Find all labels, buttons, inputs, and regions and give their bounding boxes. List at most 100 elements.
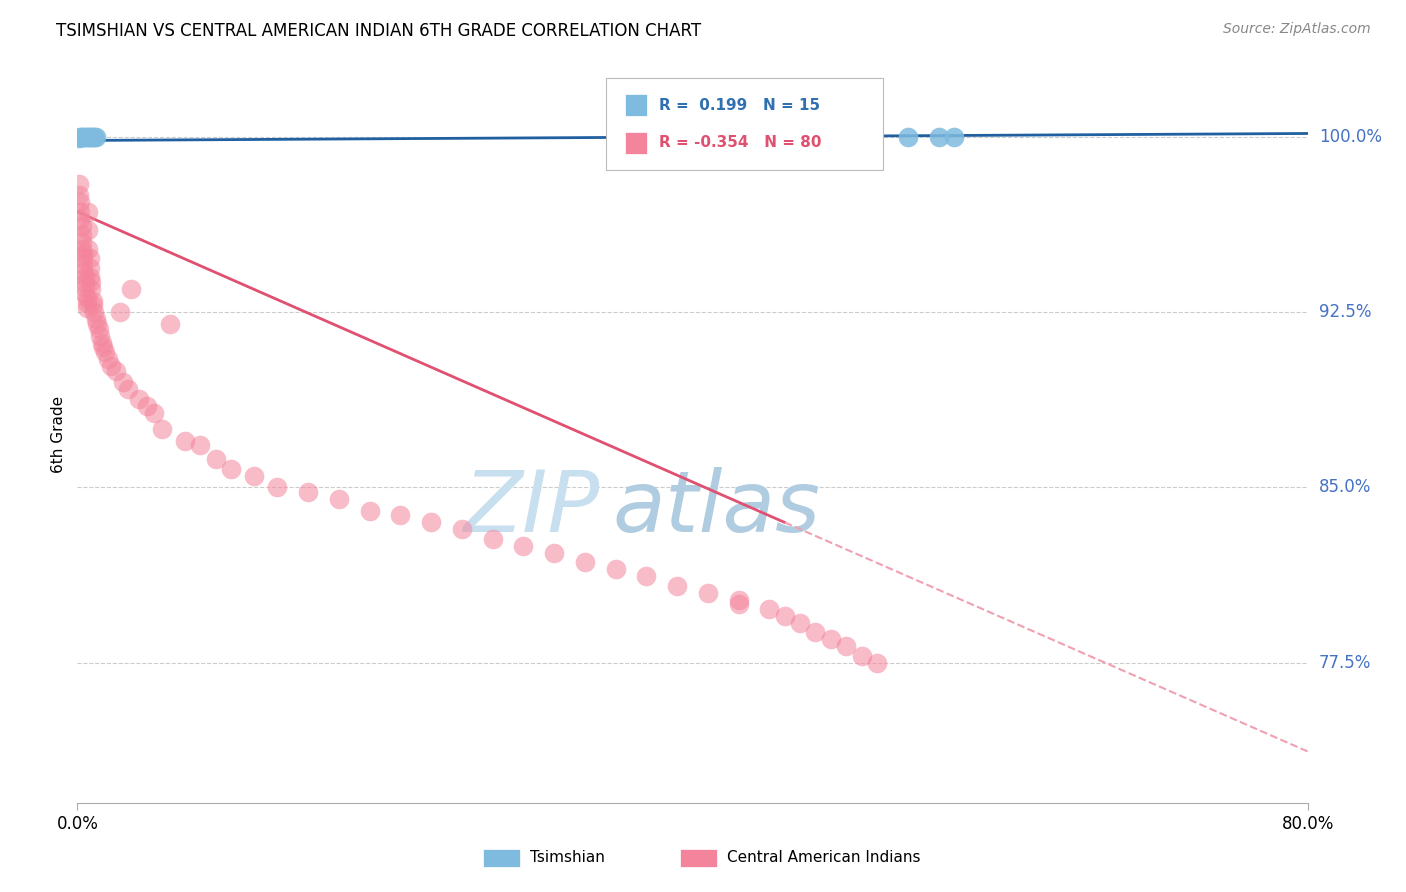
Point	[897, 130, 920, 145]
Point	[851, 648, 873, 663]
Point	[835, 640, 858, 654]
FancyBboxPatch shape	[624, 131, 647, 153]
Point	[420, 516, 443, 530]
Point	[188, 438, 212, 452]
FancyBboxPatch shape	[606, 78, 883, 170]
Point	[120, 282, 142, 296]
Point	[72, 252, 94, 266]
Point	[76, 291, 98, 305]
Point	[77, 223, 100, 237]
Point	[70, 242, 93, 256]
Point	[97, 351, 120, 366]
Point	[110, 305, 132, 319]
Point	[77, 242, 100, 256]
Point	[86, 317, 108, 331]
Point	[84, 130, 107, 145]
Point	[100, 359, 122, 373]
Point	[789, 615, 811, 630]
Point	[76, 301, 98, 315]
Point	[128, 392, 150, 406]
Y-axis label: 6th Grade: 6th Grade	[51, 396, 66, 474]
Point	[758, 602, 780, 616]
Bar	[484, 849, 520, 867]
Point	[928, 130, 950, 145]
Point	[243, 468, 266, 483]
Point	[67, 177, 90, 191]
Point	[70, 228, 93, 243]
Point	[72, 259, 94, 273]
Point	[73, 286, 96, 301]
Text: Central American Indians: Central American Indians	[727, 850, 921, 865]
Point	[90, 335, 114, 350]
Point	[605, 562, 627, 576]
Point	[204, 452, 226, 467]
Point	[866, 656, 889, 670]
Point	[543, 546, 565, 560]
Point	[820, 632, 842, 647]
Text: R =  0.199   N = 15: R = 0.199 N = 15	[659, 98, 820, 112]
Point	[636, 569, 658, 583]
Point	[79, 252, 101, 266]
Point	[82, 298, 104, 312]
Point	[359, 504, 381, 518]
Point	[82, 293, 104, 308]
Text: 77.5%: 77.5%	[1319, 654, 1371, 672]
FancyBboxPatch shape	[624, 95, 647, 116]
Point	[84, 312, 107, 326]
Point	[150, 422, 173, 436]
Point	[450, 523, 472, 537]
Point	[70, 235, 93, 249]
Point	[143, 406, 166, 420]
Point	[70, 130, 93, 145]
Point	[266, 480, 288, 494]
Text: Source: ZipAtlas.com: Source: ZipAtlas.com	[1223, 22, 1371, 37]
Point	[159, 317, 181, 331]
Point	[297, 485, 319, 500]
Point	[727, 592, 749, 607]
Point	[73, 275, 96, 289]
Point	[73, 130, 96, 145]
Point	[104, 363, 127, 377]
Point	[83, 130, 105, 145]
Text: R = -0.354   N = 80: R = -0.354 N = 80	[659, 135, 821, 150]
Point	[512, 539, 534, 553]
Point	[727, 597, 749, 611]
Text: 85.0%: 85.0%	[1319, 478, 1371, 497]
Point	[72, 130, 94, 145]
Point	[69, 204, 91, 219]
Point	[70, 219, 93, 233]
Point	[72, 247, 94, 261]
Text: ZIP: ZIP	[464, 467, 600, 550]
Point	[94, 345, 117, 359]
Point	[69, 130, 91, 145]
Point	[93, 340, 115, 354]
Point	[69, 211, 91, 226]
Point	[76, 130, 98, 145]
Text: 100.0%: 100.0%	[1319, 128, 1382, 146]
Point	[389, 508, 412, 523]
Point	[67, 188, 90, 202]
Point	[76, 296, 98, 310]
Point	[87, 321, 110, 335]
Point	[89, 328, 111, 343]
Point	[79, 270, 101, 285]
Text: Tsimshian: Tsimshian	[530, 850, 605, 865]
Point	[79, 260, 101, 275]
Point	[804, 625, 827, 640]
Point	[80, 130, 103, 145]
Point	[67, 131, 90, 145]
Point	[83, 305, 105, 319]
Text: TSIMSHIAN VS CENTRAL AMERICAN INDIAN 6TH GRADE CORRELATION CHART: TSIMSHIAN VS CENTRAL AMERICAN INDIAN 6TH…	[56, 22, 702, 40]
Point	[80, 275, 103, 289]
Text: atlas: atlas	[613, 467, 821, 550]
Point	[666, 578, 689, 592]
Point	[135, 399, 157, 413]
Point	[219, 461, 242, 475]
Point	[69, 195, 91, 210]
Point	[773, 608, 796, 623]
Point	[696, 585, 718, 599]
Point	[73, 279, 96, 293]
Point	[112, 376, 135, 390]
Point	[80, 282, 103, 296]
Point	[77, 204, 100, 219]
